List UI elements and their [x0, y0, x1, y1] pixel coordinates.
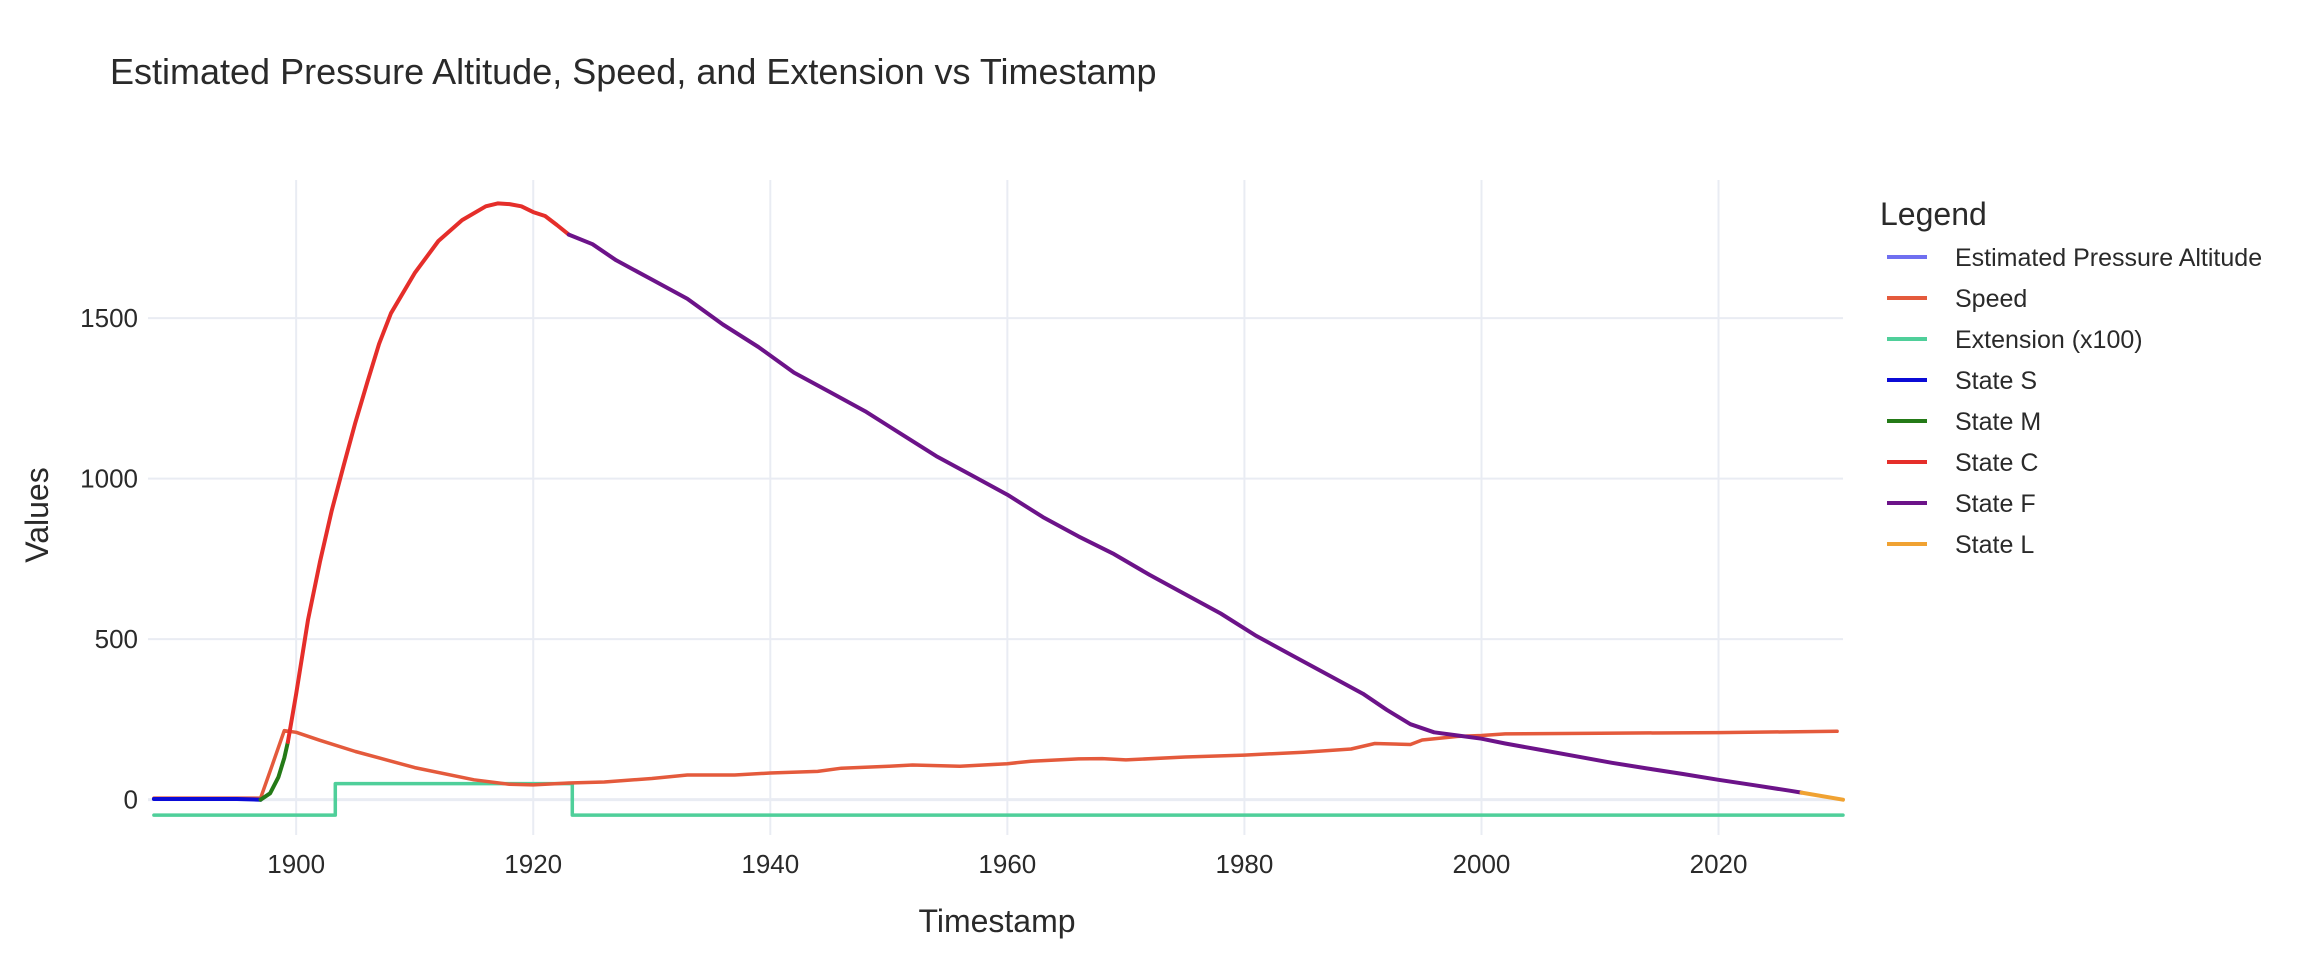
- legend-label-extension-x100: Extension (x100): [1955, 326, 2143, 354]
- legend-label-state-l: State L: [1955, 531, 2034, 559]
- legend-label-state-m: State M: [1955, 408, 2041, 436]
- y-tick-label: 0: [124, 785, 138, 815]
- series-line-state-f: [566, 232, 1804, 795]
- legend-label-state-f: State F: [1955, 490, 2036, 518]
- legend-label-estimated-pressure-altitude: Estimated Pressure Altitude: [1955, 244, 2262, 272]
- x-tick-label: 2000: [1453, 849, 1511, 879]
- x-tick-label: 2020: [1690, 849, 1748, 879]
- x-tick-label: 1940: [741, 849, 799, 879]
- x-tick-label: 1980: [1215, 849, 1273, 879]
- series-line-state-l: [1799, 790, 1845, 802]
- x-tick-label: 1900: [267, 849, 325, 879]
- legend-label-state-s: State S: [1955, 367, 2037, 395]
- x-axis-title: Timestamp: [918, 903, 1075, 939]
- x-tick-label: 1920: [504, 849, 562, 879]
- legend-title: Legend: [1880, 196, 1987, 232]
- grid: [148, 180, 1843, 835]
- plot-area: [151, 201, 1845, 817]
- y-tick-label: 1000: [80, 464, 138, 494]
- y-axis-title: Values: [19, 467, 55, 562]
- series-line-state-s: [151, 797, 263, 802]
- chart-title: Estimated Pressure Altitude, Speed, and …: [110, 51, 1157, 92]
- series-line-speed: [152, 728, 1839, 800]
- legend-label-speed: Speed: [1955, 285, 2027, 313]
- series-line-state-m: [258, 739, 290, 802]
- legend: Legend Estimated Pressure Altitude Speed E…: [1880, 196, 2262, 559]
- x-tick-label: 1960: [978, 849, 1036, 879]
- y-tick-label: 500: [95, 624, 138, 654]
- series-line-state-c: [285, 201, 571, 744]
- axis-ticks: 1900 1920 1940 1960 1980 2000 2020 0 500 1000 1500: [80, 303, 1747, 879]
- legend-label-state-c: State C: [1955, 449, 2038, 477]
- y-tick-label: 1500: [80, 303, 138, 333]
- series-line-extension-x100: [152, 781, 1845, 817]
